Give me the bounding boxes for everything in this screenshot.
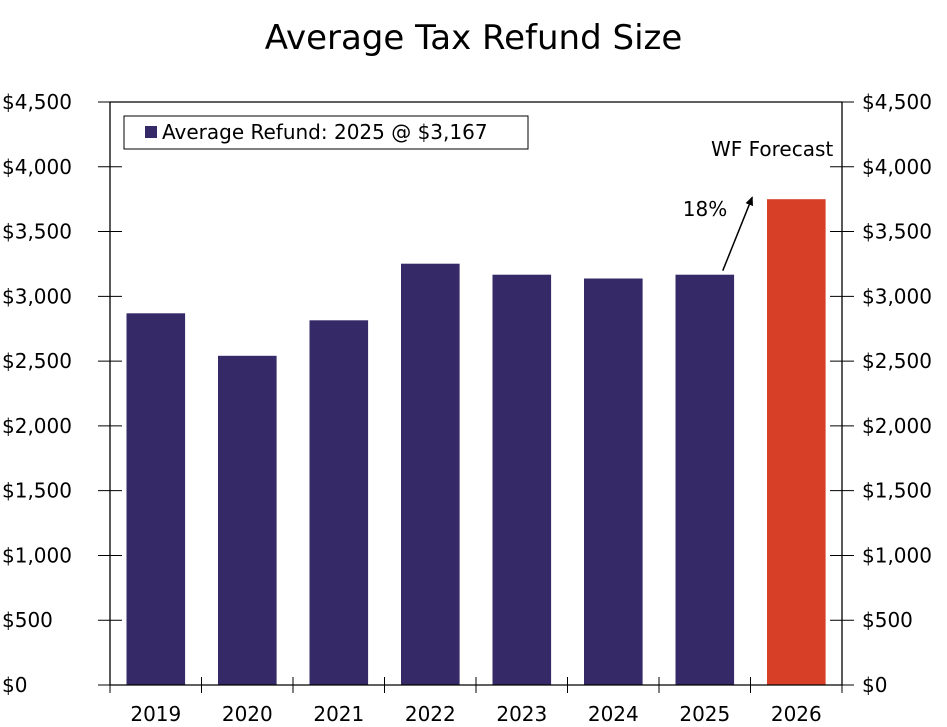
x-tick-label: 2022 — [405, 702, 456, 726]
bars-group — [126, 199, 826, 685]
forecast-label: WF Forecast — [711, 137, 833, 161]
bar-2026 — [767, 199, 826, 685]
right-y-axis: $0 $500 $1,000 $1,500 $2,000 $2,500 $3,000 $3,5… — [830, 90, 932, 697]
left-tick-label: $2,000 — [2, 414, 72, 438]
left-tick-label: $0 — [2, 673, 27, 697]
right-tick-label: $1,500 — [862, 479, 932, 503]
right-tick-label: $4,000 — [862, 155, 932, 179]
x-tick-label: 2020 — [222, 702, 273, 726]
right-tick-label: $1,000 — [862, 543, 932, 567]
left-y-axis: $0 $500 $1,000 $1,500 $2,000 $2,500 $3,000 $3,5… — [2, 90, 122, 697]
left-tick-label: $500 — [2, 608, 53, 632]
right-tick-label: $4,500 — [862, 90, 932, 114]
right-tick-label: $0 — [862, 673, 887, 697]
bar-2023 — [492, 274, 552, 685]
x-tick-label: 2026 — [771, 702, 822, 726]
x-tick-label: 2021 — [313, 702, 364, 726]
legend-box — [123, 115, 529, 150]
x-tick-label: 2024 — [588, 702, 639, 726]
growth-arrow — [722, 196, 753, 271]
left-tick-label: $3,000 — [2, 284, 72, 308]
legend: Average Refund: 2025 @ $3,167 — [123, 115, 529, 150]
right-tick-label: $2,000 — [862, 414, 932, 438]
right-tick-label: $3,000 — [862, 284, 932, 308]
bar-2020 — [218, 355, 277, 685]
legend-label: Average Refund: 2025 @ $3,167 — [162, 120, 488, 144]
x-tick-label: 2019 — [130, 702, 181, 726]
annotations-group: WF Forecast 18% — [683, 137, 833, 271]
chart-title: Average Tax Refund Size — [264, 18, 683, 58]
right-tick-label: $2,500 — [862, 349, 932, 373]
left-tick-label: $4,000 — [2, 155, 72, 179]
left-tick-label: $3,500 — [2, 220, 72, 244]
growth-label: 18% — [683, 197, 727, 221]
legend-swatch — [145, 126, 157, 138]
bar-2022 — [401, 263, 460, 685]
bar-2024 — [584, 278, 643, 685]
left-tick-label: $4,500 — [2, 90, 72, 114]
bar-2019 — [126, 313, 186, 685]
bar-2021 — [309, 320, 369, 685]
bar-2025 — [675, 274, 735, 685]
left-tick-label: $1,000 — [2, 543, 72, 567]
left-tick-label: $1,500 — [2, 479, 72, 503]
x-axis: 2019 2020 2021 2022 2023 2024 2025 2026 — [109, 677, 843, 726]
x-tick-label: 2025 — [679, 702, 730, 726]
x-tick-label: 2023 — [496, 702, 547, 726]
right-tick-label: $500 — [862, 608, 913, 632]
right-tick-label: $3,500 — [862, 220, 932, 244]
left-tick-label: $2,500 — [2, 349, 72, 373]
